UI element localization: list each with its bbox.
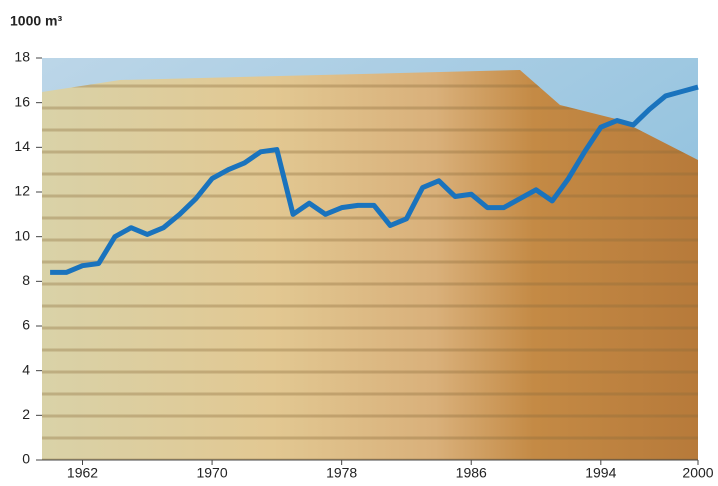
x-tick-label: 1986	[456, 465, 487, 481]
y-tick-label: 4	[22, 361, 30, 377]
y-tick-label: 12	[14, 183, 30, 199]
data-line	[50, 84, 699, 275]
y-tick-label: 14	[14, 138, 30, 154]
x-tick-label: 1970	[196, 465, 227, 481]
y-tick-label: 16	[14, 93, 30, 109]
y-tick-label: 18	[14, 49, 30, 65]
y-tick-label: 10	[14, 227, 30, 243]
x-tick-label: 1962	[67, 465, 98, 481]
x-tick-label: 1978	[326, 465, 357, 481]
y-tick-label: 2	[22, 406, 30, 422]
y-axis-label: 1000 m³	[10, 13, 62, 29]
y-tick-label: 8	[22, 272, 30, 288]
y-tick-label: 6	[22, 317, 30, 333]
y-tick-label: 0	[22, 451, 30, 467]
x-tick-label: 2000	[682, 465, 713, 481]
x-tick-label: 1994	[585, 465, 616, 481]
background-photo	[42, 58, 698, 460]
